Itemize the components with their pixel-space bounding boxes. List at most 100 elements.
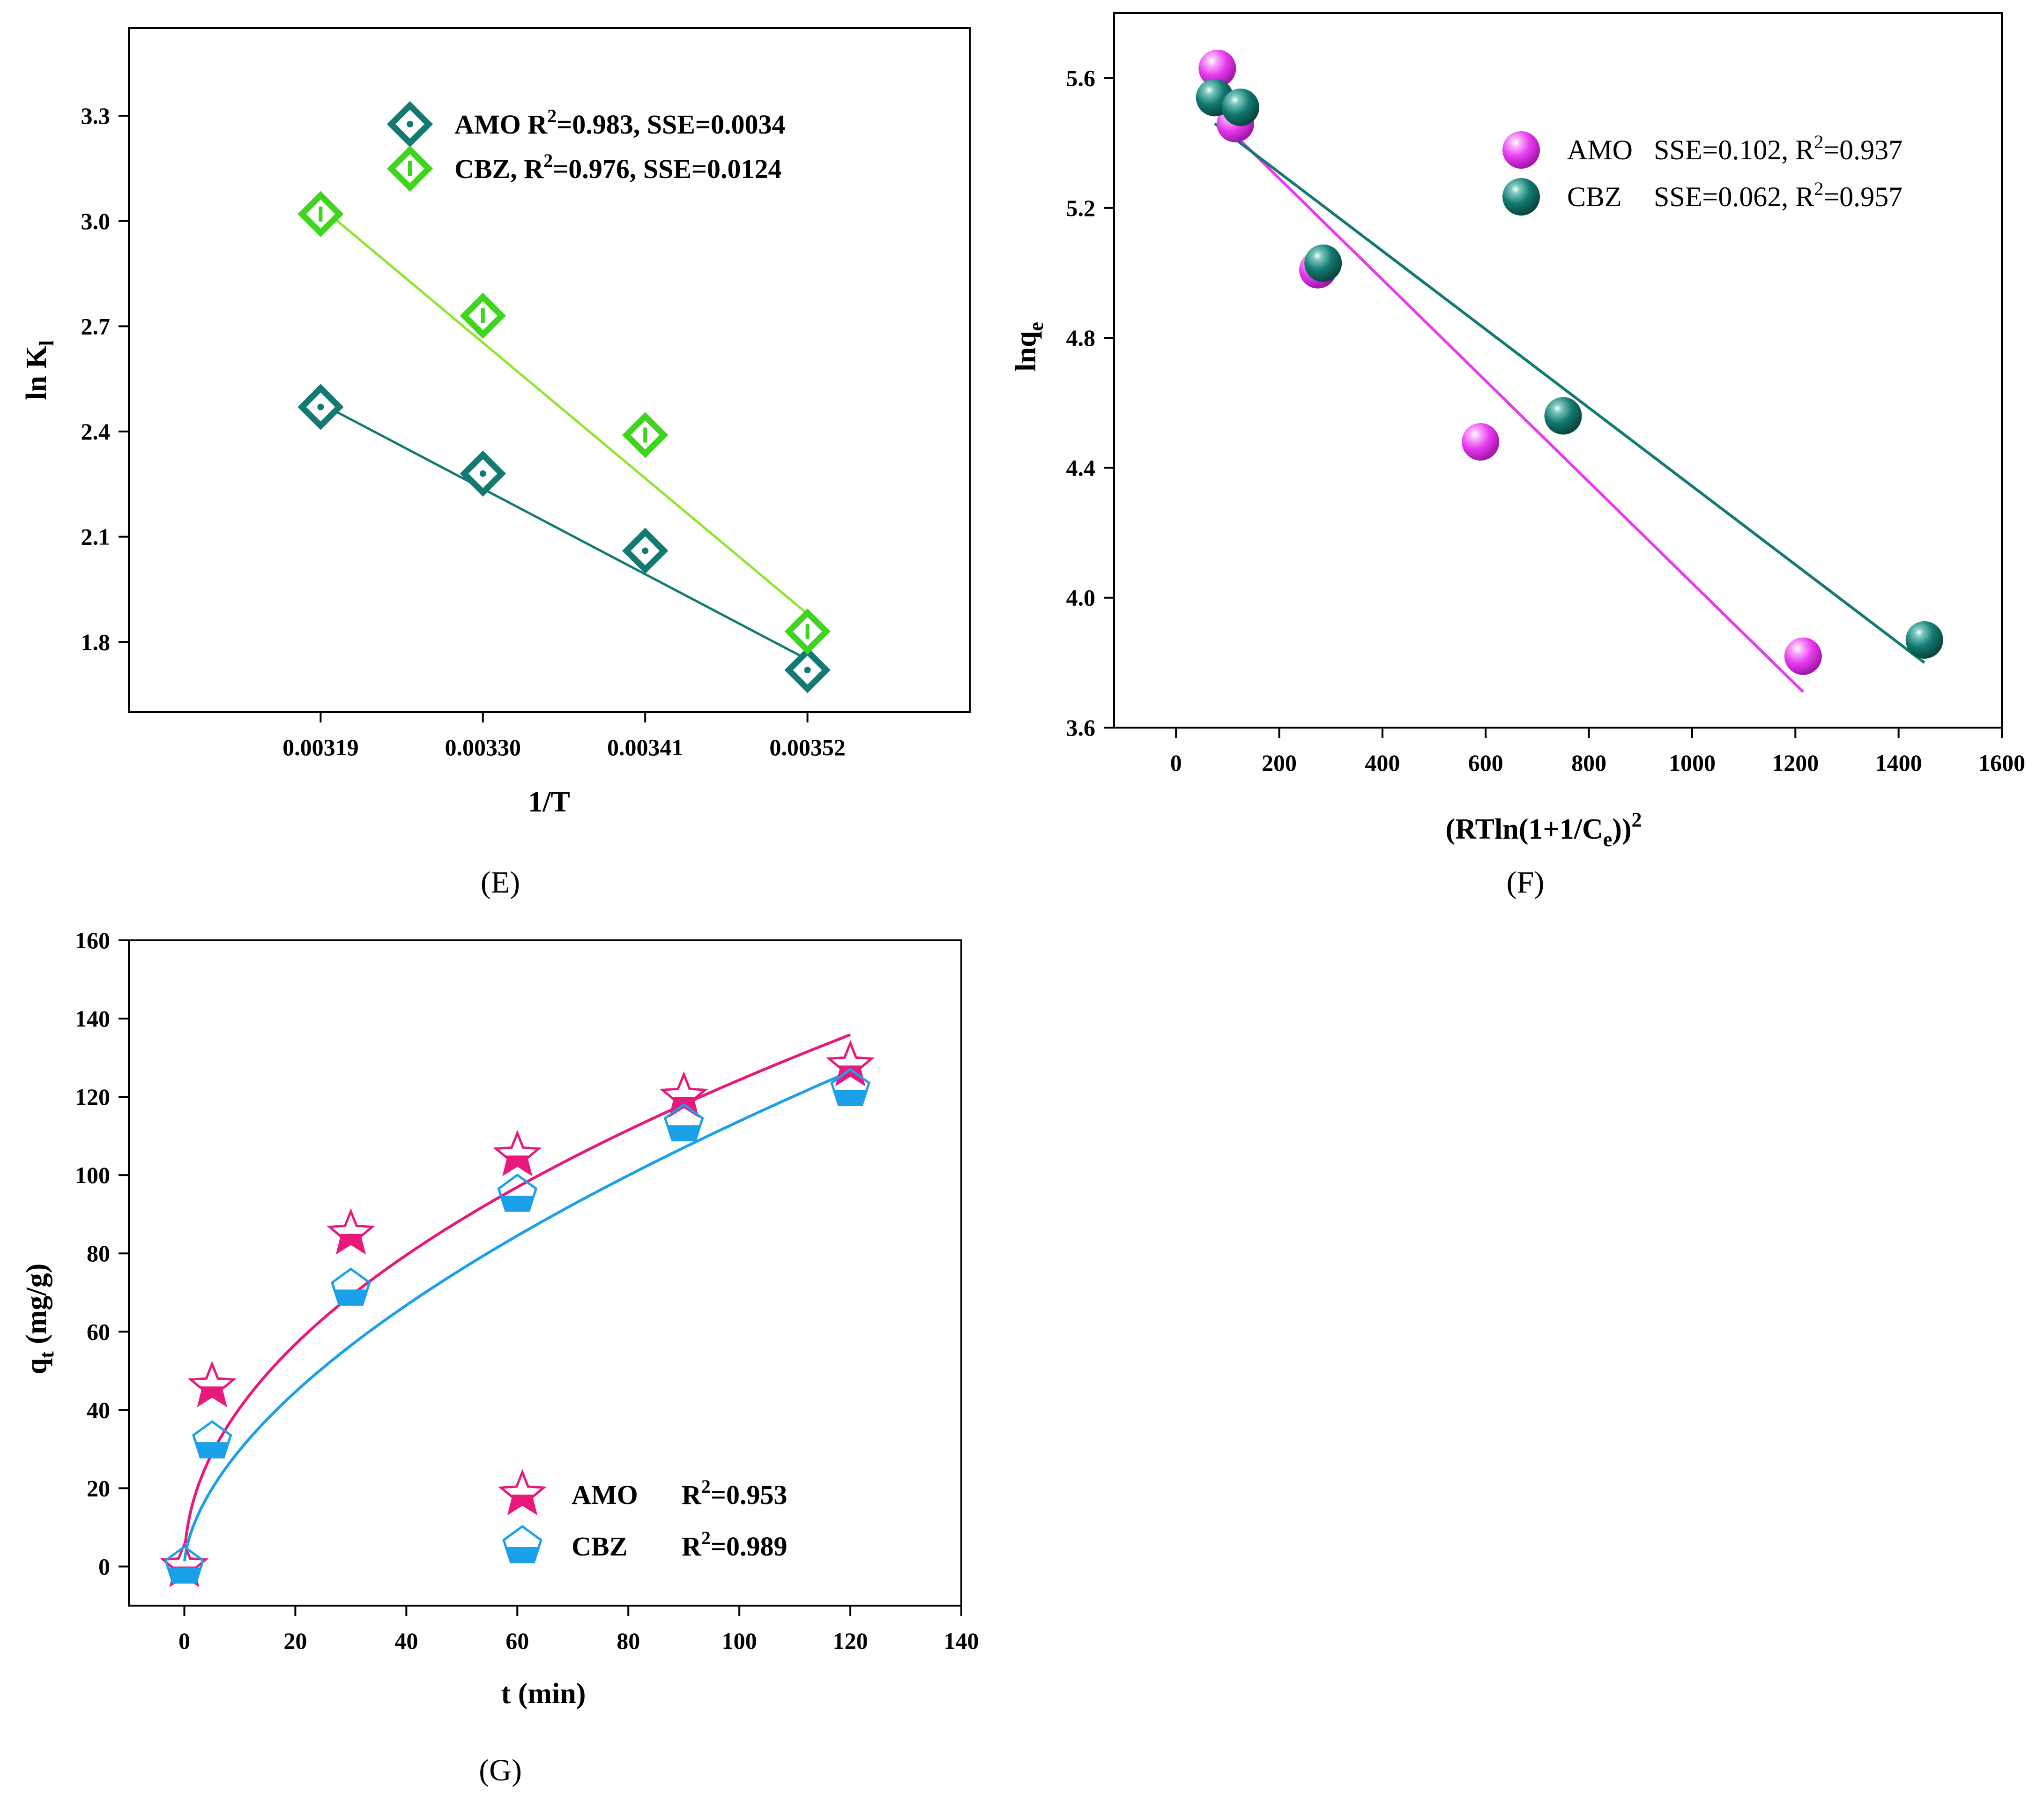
panel-e-y-tick-label: 2.4 — [81, 418, 111, 445]
panel-f-x-tick-label: 1600 — [1978, 750, 2025, 776]
panel-g-x-tick-label: 120 — [833, 1628, 868, 1654]
panel-f-x-tick-label: 0 — [1170, 750, 1182, 776]
panel-f-point-amo — [1784, 637, 1822, 675]
panel-g-x-tick-label: 80 — [617, 1628, 640, 1654]
panel-f-x-tick-label: 1000 — [1669, 750, 1716, 776]
panel-g-point-cbz — [192, 1420, 232, 1459]
panel-e-point-amo — [460, 450, 506, 497]
panel-g-x-tick-label: 40 — [394, 1628, 418, 1654]
panel-e-x-tick-label: 0.00319 — [282, 734, 359, 760]
panel-g-y-axis-label: qt (mg/g) — [21, 1264, 58, 1375]
panel-e-legend: AMO R2=0.983, SSE=0.0034 CBZ, R2=0.976, S… — [387, 101, 785, 192]
panel-f-x-tick-label: 200 — [1262, 750, 1297, 776]
panel-g-y-tick-label: 0 — [98, 1553, 110, 1579]
panel-g-point-cbz — [497, 1173, 538, 1212]
panel-e-point-amo — [622, 528, 669, 574]
panel-g-x-tick-label: 20 — [283, 1628, 307, 1654]
panel-g-plot-frame — [128, 939, 962, 1607]
panel-e-x-axis-label: 1/T — [528, 786, 570, 818]
panel-g-y-tick-label: 140 — [75, 1005, 110, 1032]
panel-g-chart: 0 20 40 60 80 100 120 140020406080100120140160 … — [21, 927, 979, 1787]
panel-g-fit-curve-amo — [184, 1033, 851, 1544]
panel-g-point-amo — [825, 1040, 875, 1087]
panel-e-point-cbz — [622, 412, 669, 458]
panel-e-caption: (E) — [481, 865, 520, 900]
panel-g-point-cbz — [164, 1545, 205, 1584]
panel-f-x-axis-label: (RTln(1+1/Ce))2 — [1445, 808, 1642, 851]
panel-f-point-cbz — [1221, 89, 1259, 127]
panel-e-legend-symbol — [387, 101, 433, 148]
panel-f-caption: (F) — [1507, 865, 1545, 900]
panel-f-point-amo — [1198, 49, 1236, 87]
panel-f-y-tick-label: 4.8 — [1066, 325, 1096, 351]
panel-f-legend-entry: AMO SSE=0.102, R2=0.937 — [1567, 131, 1903, 165]
panel-f-plot-frame — [1113, 12, 2003, 729]
panel-g-y-tick-label: 40 — [87, 1397, 110, 1423]
panel-e-point-cbz — [784, 608, 831, 655]
panel-e-point-cbz — [460, 292, 506, 339]
panel-f-x-tick-label: 600 — [1468, 750, 1503, 776]
panel-g-x-tick-label: 100 — [722, 1628, 757, 1654]
panel-e-plot-frame — [128, 27, 971, 713]
panel-e-y-tick-label: 1.8 — [81, 629, 111, 655]
panel-g-point-amo — [187, 1361, 237, 1407]
panel-e-x-tick-label: 0.00352 — [769, 734, 846, 760]
panel-e-y-axis-label: ln Kl — [21, 340, 58, 400]
panel-e-legend-entry: AMO R2=0.983, SSE=0.0034 — [454, 105, 785, 140]
panel-f-x-tick-label: 1400 — [1875, 750, 1922, 776]
panel-g-fit-curve-cbz — [183, 1070, 851, 1562]
panel-f-fit-line-amo — [1219, 119, 1804, 693]
panel-g-y-tick-label: 120 — [75, 1084, 110, 1110]
panel-g-x-tick-label: 0 — [178, 1628, 190, 1654]
panel-g-point-amo — [493, 1130, 542, 1176]
panel-g-legend-symbol — [498, 1469, 547, 1516]
panel-g-legend: AMO R2=0.953 CBZ R2=0.989 — [498, 1469, 787, 1563]
panel-g-point-cbz — [663, 1103, 704, 1142]
panel-g-y-tick-label: 20 — [87, 1475, 110, 1501]
panel-e-y-tick-label: 3.3 — [81, 103, 111, 129]
panel-g-legend-entry: CBZ R2=0.989 — [572, 1527, 787, 1562]
panel-f-fit-line-cbz — [1214, 122, 1925, 664]
panel-f-y-axis-label: lnqe — [1010, 322, 1048, 372]
panel-f-legend-symbol — [1502, 178, 1540, 216]
panel-f-point-cbz — [1304, 244, 1342, 282]
panel-f-point-cbz — [1905, 621, 1943, 659]
panel-e-point-amo — [784, 647, 831, 693]
panel-e-x-tick-label: 0.00341 — [607, 734, 684, 760]
panel-f-legend-symbol — [1502, 131, 1540, 169]
panel-e-x-tick-label: 0.00330 — [445, 734, 521, 760]
panel-e-legend-symbol — [387, 145, 433, 192]
panel-e-point-cbz — [297, 191, 344, 238]
panel-f-x-tick-label: 800 — [1571, 750, 1606, 776]
panel-f-y-tick-label: 4.0 — [1066, 585, 1096, 611]
panel-e-fit-line-cbz — [320, 206, 809, 615]
panel-g-x-tick-label: 140 — [944, 1628, 979, 1654]
panel-e-chart: 0.00319 0.00330 0.00341 0.00352 1.8 2.1 2.4 2.7… — [21, 27, 971, 900]
panel-f-point-amo — [1462, 423, 1500, 461]
panel-f-legend: AMO SSE=0.102, R2=0.937 CBZ SSE=0.062, R2=0… — [1502, 131, 1903, 216]
panel-f-x-tick-label: 1200 — [1772, 750, 1819, 776]
panel-f-point-cbz — [1544, 397, 1582, 435]
panel-e-y-tick-label: 2.7 — [81, 313, 111, 339]
panel-e-y-tick-label: 2.1 — [81, 524, 111, 550]
panel-g-point-amo — [326, 1208, 375, 1255]
panel-e-y-tick-label: 3.0 — [81, 208, 111, 234]
panel-g-x-tick-label: 60 — [505, 1628, 529, 1654]
panel-f-y-tick-label: 4.4 — [1066, 454, 1096, 481]
panel-e-fit-line-amo — [320, 402, 808, 661]
panel-e-point-amo — [297, 384, 344, 430]
panel-g-y-tick-label: 80 — [87, 1240, 110, 1266]
panel-f-y-tick-label: 3.6 — [1066, 714, 1096, 741]
panel-g-point-cbz — [830, 1068, 870, 1106]
panel-f-y-tick-label: 5.2 — [1066, 195, 1096, 221]
panel-f-x-tick-label: 400 — [1365, 750, 1400, 776]
panel-g-point-cbz — [330, 1267, 371, 1306]
panel-g-x-axis-label: t (min) — [501, 1678, 586, 1710]
panel-g-y-tick-label: 100 — [75, 1162, 110, 1188]
panel-f-y-tick-label: 5.6 — [1066, 65, 1096, 91]
panel-g-legend-symbol — [502, 1525, 543, 1563]
panel-e-legend-entry: CBZ, R2=0.976, SSE=0.0124 — [454, 150, 781, 184]
panel-g-y-tick-label: 60 — [87, 1318, 110, 1345]
panel-g-caption: (G) — [479, 1753, 522, 1787]
